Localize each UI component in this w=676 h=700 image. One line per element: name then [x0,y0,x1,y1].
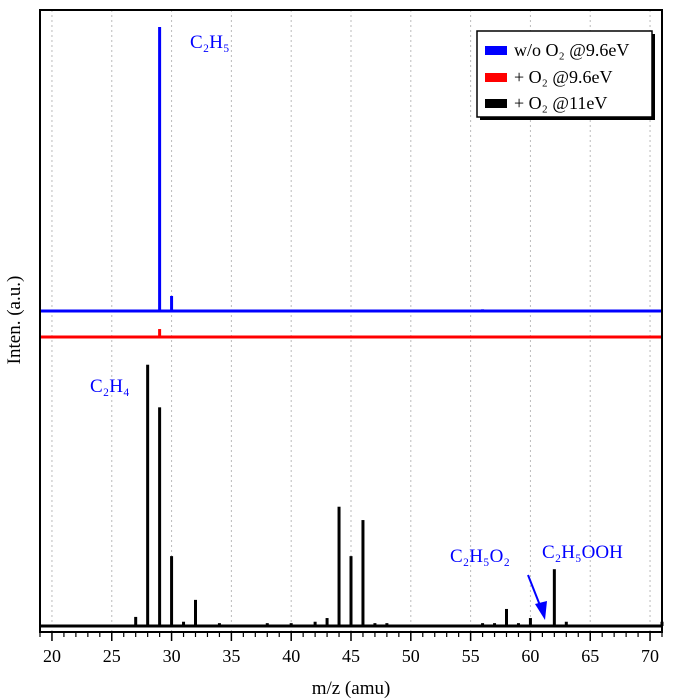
peak-mz-30 [170,556,174,626]
peak-mz-21 [62,309,66,311]
x-tick-label: 55 [462,646,480,666]
x-tick-label: 30 [163,646,181,666]
x-tick-label: 20 [43,646,61,666]
annotation-c2h5o2: C₂H₅O₂ [450,546,510,567]
annotation-c2h5: C₂H₅ [190,32,230,53]
series-2 [41,364,664,628]
legend-label-o2-9.6ev: + O₂ @9.6eV [514,67,613,87]
peak-mz-40 [289,623,293,626]
peak-mz-34 [217,623,221,626]
peak-mz-29 [158,329,162,337]
legend-label-wo-o2-9.6ev: w/o O₂ @9.6eV [514,40,629,60]
peak-mz-44 [337,506,341,626]
annotation-c2h4: C₂H₄ [90,376,130,397]
series-group [41,27,664,628]
peak-mz-29 [158,27,162,311]
x-tick-label: 35 [222,646,240,666]
y-axis-label: Inten. (a.u.) [4,276,25,365]
legend-label-o2-11ev: + O₂ @11eV [514,93,607,113]
series-1 [41,329,661,339]
peak-mz-60 [528,618,532,626]
peak-mz-43 [325,618,329,626]
x-tick-label: 60 [521,646,539,666]
peak-mz-59 [516,623,520,626]
peak-mz-33 [205,310,209,311]
x-tick-label: 70 [641,646,659,666]
peak-mz-62 [552,569,556,626]
peak-mz-28 [146,364,150,626]
grid [51,10,651,632]
annotation-arrow [527,574,547,620]
peak-mz-48 [385,623,389,626]
peak-mz-63 [564,621,568,626]
peak-mz-31 [182,621,186,626]
peak-mz-56 [481,309,485,311]
x-tick-label: 45 [342,646,360,666]
annotation-c2h5ooh: C₂H₅OOH [542,542,623,563]
peak-mz-47 [373,623,377,626]
peak-mz-57 [493,623,497,626]
x-tick-label: 65 [581,646,599,666]
peak-mz-38 [265,623,269,626]
peak-mz-40 [289,310,293,311]
legend: w/o O₂ @9.6eV + O₂ @9.6eV + O₂ @11eV [476,30,655,120]
peak-mz-42 [313,621,317,626]
peak-mz-45 [349,556,353,626]
legend-swatch-red [485,73,507,82]
series-0 [41,27,661,313]
peak-mz-58 [505,608,508,626]
peak-mz-46 [361,520,365,626]
peak-mz-57 [493,310,497,311]
peak-mz-27 [134,309,138,311]
peak-mz-56 [481,623,485,626]
x-tick-label: 50 [402,646,420,666]
x-axis-ticks: 20 25 30 35 40 45 50 55 60 65 70 [39,632,663,666]
peak-mz-27 [134,616,138,626]
x-tick-label: 25 [103,646,121,666]
peak-mz-30 [170,295,174,311]
peak-mz-29 [158,407,162,626]
peak-mz-32 [194,599,197,626]
legend-swatch-black [485,99,507,108]
x-axis-label: m/z (amu) [312,678,391,699]
legend-swatch-blue [485,46,507,55]
x-tick-label: 40 [282,646,300,666]
